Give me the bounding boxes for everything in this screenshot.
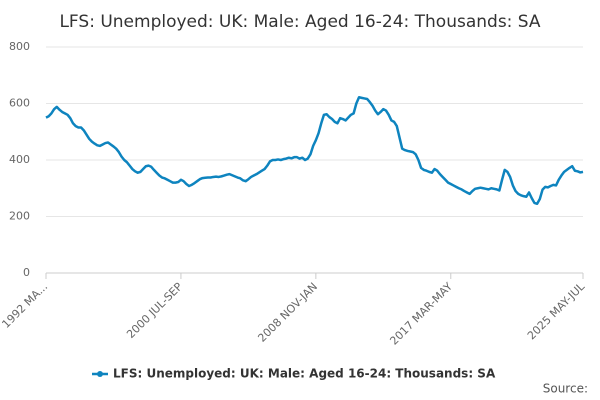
x-tick-label: 2025 MAY-JUL [525, 279, 588, 342]
y-tick-label: 800 [9, 40, 30, 53]
y-tick-label: 600 [9, 97, 30, 110]
chart-title: LFS: Unemployed: UK: Male: Aged 16-24: T… [59, 12, 540, 32]
legend-marker [97, 371, 103, 377]
x-tick-label: 1992 MA... [0, 280, 50, 331]
x-tick-label: 2017 MAR-MAY [387, 280, 455, 348]
y-tick-label: 400 [9, 153, 30, 166]
source: Source: [543, 382, 588, 396]
y-tick-label: 0 [23, 266, 30, 279]
y-tick-label: 200 [9, 210, 30, 223]
legend-label: LFS: Unemployed: UK: Male: Aged 16-24: T… [113, 367, 496, 381]
x-tick-label: 2000 JUL-SEP [124, 280, 185, 341]
data-line [45, 96, 584, 206]
x-tick-label: 2008 NOV-JAN [255, 280, 320, 345]
